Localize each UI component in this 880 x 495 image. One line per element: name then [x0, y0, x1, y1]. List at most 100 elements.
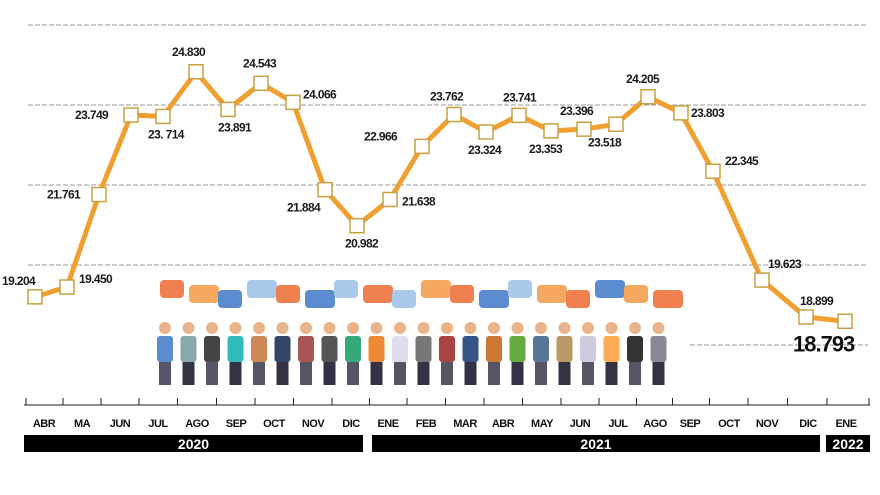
person-head: [206, 322, 218, 334]
month-label: AGO: [185, 418, 210, 430]
person-legs: [253, 362, 265, 385]
year-band: [24, 435, 363, 452]
data-label: 23.353: [529, 142, 563, 156]
data-point: [188, 64, 204, 80]
speech-bubble: [624, 285, 648, 303]
data-point: [317, 181, 333, 198]
year-label: 2022: [832, 436, 863, 452]
data-label: 18.899: [800, 294, 834, 308]
person-head: [159, 322, 171, 334]
data-point: [837, 313, 853, 330]
person-legs: [535, 362, 547, 385]
person-head: [370, 322, 383, 334]
person-legs: [206, 362, 218, 385]
data-point: [608, 116, 624, 133]
person-legs: [182, 362, 195, 385]
person-legs: [229, 362, 242, 385]
data-point: [754, 272, 770, 288]
speech-bubble: [508, 280, 532, 298]
person-head: [229, 322, 242, 334]
data-label: 23.396: [560, 104, 594, 118]
speech-bubble: [160, 280, 184, 298]
data-point: [705, 163, 721, 179]
person-body: [204, 336, 220, 362]
data-label: 23.518: [588, 135, 622, 149]
person-legs: [652, 362, 665, 385]
person-body: [157, 336, 173, 362]
person-head: [605, 322, 618, 334]
data-point: [123, 107, 139, 123]
data-point: [349, 217, 365, 234]
data-point: [220, 101, 236, 118]
data-point: [511, 107, 527, 124]
person-body: [439, 336, 455, 362]
person-legs: [511, 362, 524, 385]
data-label: 23.749: [75, 108, 109, 122]
person-legs: [276, 362, 289, 385]
month-label: ABR: [33, 418, 56, 430]
speech-bubble: [334, 280, 358, 298]
speech-bubble: [653, 290, 683, 308]
person-head: [347, 322, 359, 334]
year-band: [826, 435, 870, 452]
person-body: [603, 336, 620, 362]
person-body: [298, 336, 314, 362]
person-body: [509, 336, 526, 362]
month-label: DIC: [799, 418, 817, 430]
person-legs: [159, 362, 171, 385]
year-label: 2020: [178, 436, 209, 452]
person-body: [415, 336, 432, 362]
person-head: [394, 322, 406, 334]
person-legs: [394, 362, 406, 385]
person-head: [558, 322, 571, 334]
data-label: 20.982: [345, 237, 379, 251]
month-label: AGO: [643, 418, 668, 430]
person-body: [227, 336, 244, 362]
data-point: [91, 186, 107, 203]
month-label: SEP: [680, 418, 701, 430]
data-point: [673, 105, 689, 121]
month-label: JUN: [570, 418, 591, 430]
month-label: FEB: [416, 418, 437, 430]
month-label: JUL: [148, 418, 168, 430]
person-head: [511, 322, 524, 334]
data-label: 21.884: [287, 201, 321, 215]
person-body: [650, 336, 667, 362]
data-label: 21.761: [47, 188, 81, 202]
people-illustration: [157, 280, 683, 385]
person-body: [368, 336, 385, 362]
person-head: [488, 322, 500, 334]
month-label: ABR: [492, 418, 515, 430]
speech-bubble: [566, 290, 590, 308]
person-body: [274, 336, 291, 362]
data-label: 24.205: [626, 72, 660, 86]
month-label: JUN: [110, 418, 131, 430]
data-point: [478, 124, 494, 140]
person-head: [300, 322, 312, 334]
speech-bubble: [363, 285, 393, 303]
speech-bubble: [421, 280, 451, 298]
month-label: ENE: [377, 418, 398, 430]
speech-bubble: [189, 285, 219, 303]
month-label: DIC: [342, 418, 360, 430]
data-label: 23. 714: [148, 127, 185, 141]
data-label: 19.204: [2, 274, 36, 288]
month-label: JUL: [608, 418, 628, 430]
data-point: [59, 279, 75, 295]
person-head: [629, 322, 641, 334]
person-head: [276, 322, 289, 334]
person-body: [392, 336, 408, 362]
month-label: SEP: [226, 418, 247, 430]
person-body: [180, 336, 197, 362]
person-head: [253, 322, 265, 334]
person-legs: [464, 362, 477, 385]
data-label: 24.543: [243, 56, 277, 70]
data-point: [446, 106, 462, 123]
person-head: [582, 322, 594, 334]
person-legs: [605, 362, 618, 385]
data-label: 22.345: [725, 154, 759, 168]
data-label: 23.324: [468, 143, 502, 157]
month-label: MAY: [531, 418, 554, 430]
data-label: 23.891: [218, 120, 252, 134]
data-point: [414, 138, 430, 155]
